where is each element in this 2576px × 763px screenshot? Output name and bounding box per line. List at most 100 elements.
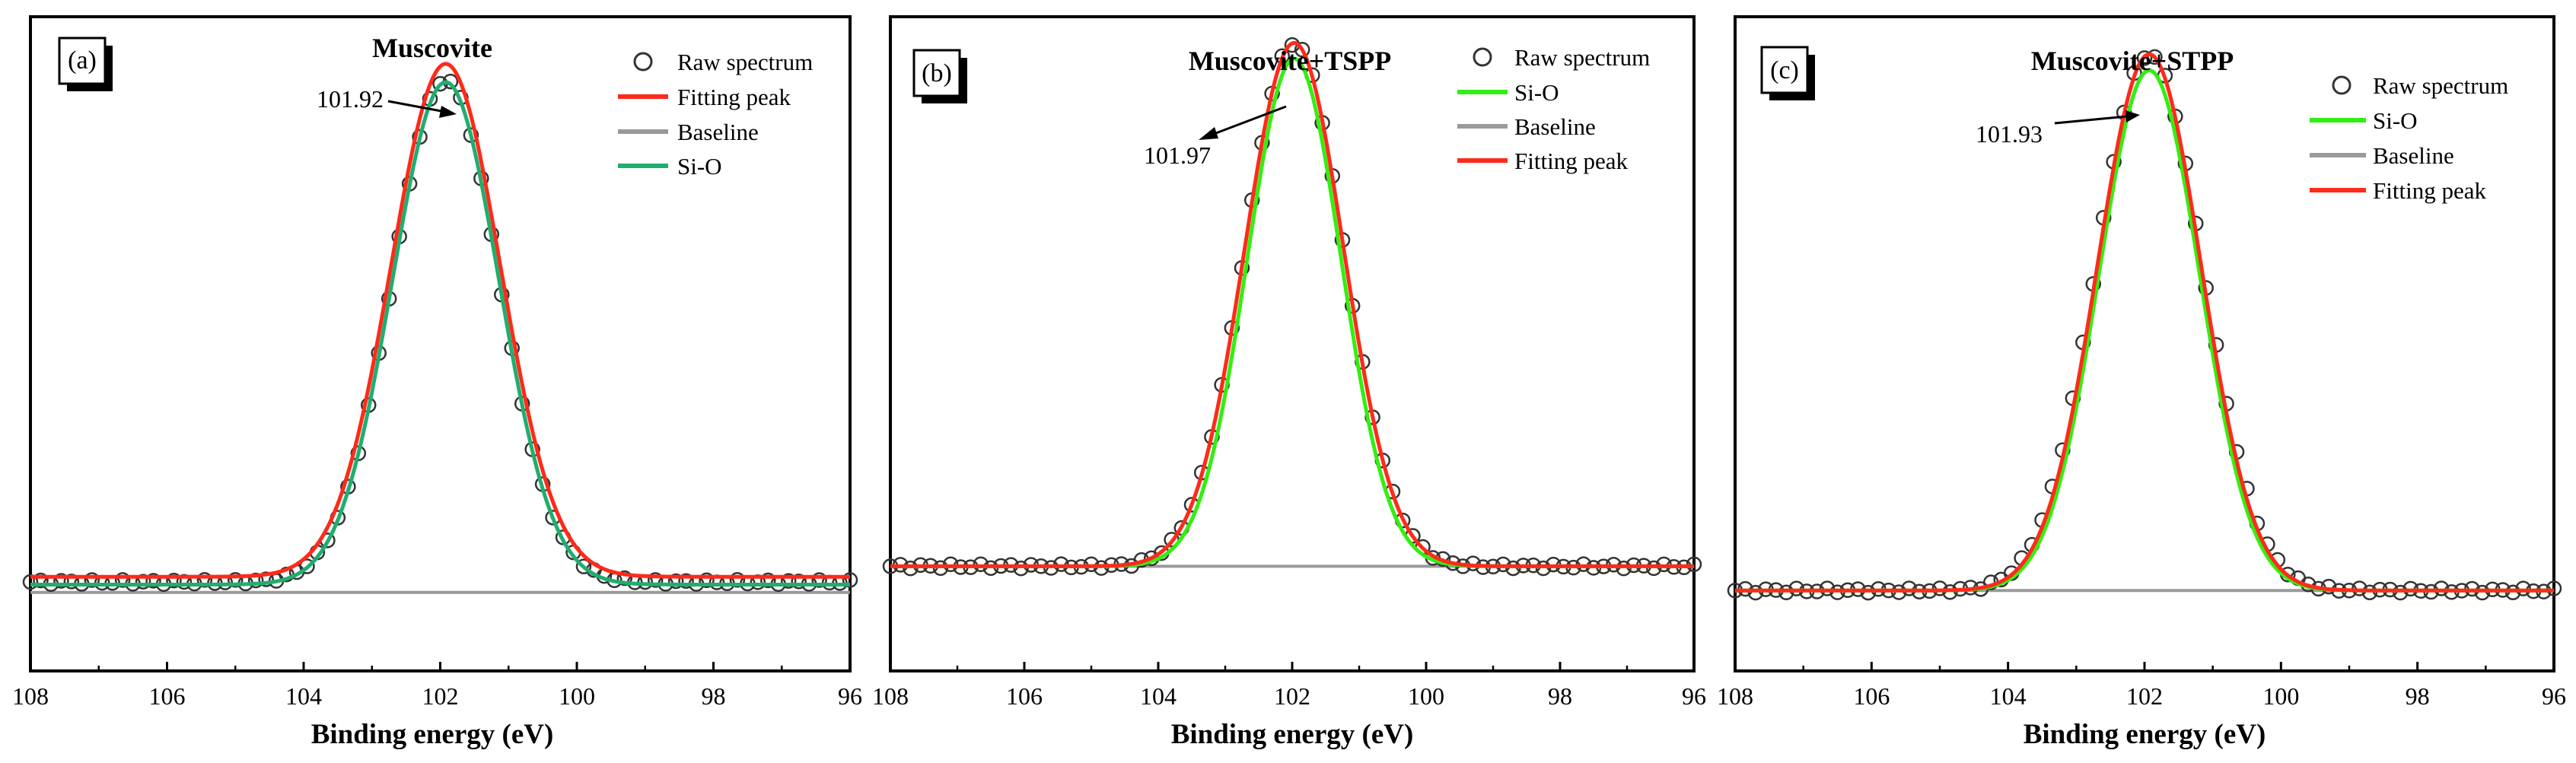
panel-a-raw-point bbox=[780, 573, 797, 589]
panel-b-raw-point bbox=[1294, 41, 1310, 58]
panel-a-raw-point bbox=[228, 572, 244, 588]
panel-a-raw-point bbox=[760, 572, 776, 589]
panel-c-raw-point bbox=[1860, 584, 1877, 601]
panel-a-legend-raw: Raw spectrum bbox=[677, 49, 813, 75]
panel-a-x-tick-label: 104 bbox=[285, 682, 322, 710]
panel-c-x-tick-label: 104 bbox=[1990, 682, 2027, 710]
panel-b-title: Muscovite+TSPP bbox=[1189, 46, 1391, 76]
panel-a: (a) Muscovite 101.92 Raw spectrum Fittin… bbox=[12, 15, 862, 750]
panel-c-title: Muscovite+STPP bbox=[2031, 46, 2234, 76]
panel-b-plot bbox=[882, 37, 1702, 577]
panel-c-legend-baseline: Baseline bbox=[2373, 142, 2454, 169]
panel-c-legend-raw: Raw spectrum bbox=[2373, 72, 2508, 99]
panel-a-series-fitting-peak bbox=[30, 62, 850, 579]
panel-b: (b) Muscovite+TSPP 101.97 Raw spectrum S… bbox=[872, 15, 1706, 750]
panel-c-raw-point bbox=[1901, 580, 1917, 596]
panel-c: (c) Muscovite+STPP 101.93 Raw spectrum S… bbox=[1717, 15, 2566, 750]
panel-a-series-si-o bbox=[30, 80, 850, 587]
panel-a-raw-point bbox=[53, 573, 69, 589]
panel-a-legend-raw-marker bbox=[633, 52, 653, 72]
panel-b-peak-label: 101.97 bbox=[1144, 141, 1211, 169]
panel-b-series-fitting-peak bbox=[890, 41, 1694, 568]
panel-b-raw-point bbox=[942, 556, 959, 573]
panel-c-raw-point bbox=[2361, 584, 2378, 601]
panel-b-raw-point bbox=[1013, 560, 1029, 577]
panel-c-raw-point bbox=[2136, 50, 2153, 66]
panel-c-x-tick-label: 102 bbox=[2126, 682, 2163, 710]
panel-b-legend-raw: Raw spectrum bbox=[1514, 44, 1650, 71]
panel-a-label-box bbox=[58, 37, 107, 85]
panel-a-raw-point bbox=[258, 571, 274, 587]
panel-a-x-tick-label: 108 bbox=[12, 682, 49, 710]
panel-a-raw-point bbox=[616, 570, 633, 587]
panel-a-x-tick-label: 102 bbox=[422, 682, 459, 710]
panel-a-raw-point bbox=[135, 574, 151, 590]
panel-c-x-tick-label: 108 bbox=[1717, 682, 1753, 710]
panel-a-legend: Raw spectrum Fitting peak Baseline Si-O bbox=[618, 49, 813, 180]
panel-c-raw-point bbox=[2546, 580, 2562, 596]
panel-a-peak-arrow bbox=[387, 100, 446, 113]
panel-b-legend: Raw spectrum Si-O Baseline Fitting peak bbox=[1457, 44, 1650, 174]
panel-c-x-ticks: 108 106 104 102 100 98 96 bbox=[1717, 662, 2566, 710]
panel-a-raw-point bbox=[647, 572, 664, 588]
panel-b-label: (b) bbox=[922, 59, 952, 87]
panel-c-raw-point bbox=[2433, 580, 2450, 596]
panel-b-x-axis-label: Binding energy (eV) bbox=[1171, 719, 1414, 750]
panel-a-raw-point bbox=[729, 572, 746, 588]
panel-a-raw-point bbox=[63, 574, 80, 590]
panel-b-raw-point bbox=[1616, 560, 1632, 577]
panel-c-raw-point bbox=[2147, 49, 2163, 65]
panel-c-raw-point bbox=[2515, 580, 2531, 596]
panel-a-x-tick-label: 96 bbox=[838, 682, 862, 710]
panel-a-raw-point bbox=[791, 574, 807, 590]
panel-b-x-tick-label: 108 bbox=[872, 682, 909, 710]
panel-c-legend-fitting: Fitting peak bbox=[2373, 177, 2486, 204]
panel-a-x-tick-label: 98 bbox=[702, 682, 726, 710]
panel-a-raw-point bbox=[84, 572, 100, 588]
panel-a-raw-point bbox=[842, 572, 858, 588]
panel-c-x-axis-label: Binding energy (eV) bbox=[2024, 719, 2266, 750]
panel-c-x-tick-label: 106 bbox=[1853, 682, 1890, 710]
panel-a-peak-arrowhead bbox=[439, 106, 457, 118]
panel-b-raw-point bbox=[1656, 556, 1672, 573]
panel-a-x-tick-label: 106 bbox=[149, 682, 186, 710]
panel-c-legend-sio: Si-O bbox=[2373, 107, 2418, 134]
panel-b-raw-point bbox=[1535, 560, 1552, 577]
panel-a-x-tick-label: 100 bbox=[559, 682, 595, 710]
panel-b-peak-arrowhead bbox=[1199, 127, 1218, 140]
panel-a-legend-fitting: Fitting peak bbox=[677, 84, 791, 110]
panel-b-legend-raw-marker bbox=[1473, 47, 1492, 67]
panel-a-raw-point bbox=[166, 572, 182, 589]
panel-c-peak-arrowhead bbox=[2125, 110, 2140, 122]
panel-b-x-tick-label: 104 bbox=[1140, 682, 1177, 710]
panel-b-label-box bbox=[912, 49, 961, 97]
panel-a-raw-point bbox=[811, 572, 827, 588]
panel-c-raw-point bbox=[2504, 584, 2521, 601]
panel-b-legend-baseline: Baseline bbox=[1514, 113, 1596, 140]
panel-c-label-box bbox=[1760, 46, 1809, 94]
panel-c-raw-point bbox=[1788, 580, 1804, 596]
panel-a-x-axis-label: Binding energy (eV) bbox=[311, 719, 554, 750]
panel-b-x-ticks: 108 106 104 102 100 98 96 bbox=[872, 662, 1706, 710]
panel-a-raw-point bbox=[575, 558, 592, 574]
panel-b-x-tick-label: 102 bbox=[1274, 682, 1310, 710]
panel-c-peak-label: 101.93 bbox=[1976, 120, 2043, 148]
panel-c-x-tick-label: 98 bbox=[2406, 682, 2430, 710]
panel-a-raw-point bbox=[699, 572, 715, 588]
panel-a-x-ticks: 108 106 104 102 100 98 96 bbox=[12, 662, 862, 710]
panel-a-raw-point bbox=[33, 572, 49, 589]
panel-b-x-tick-label: 100 bbox=[1408, 682, 1444, 710]
panel-a-raw-point bbox=[299, 558, 315, 574]
panel-a-raw-point bbox=[114, 572, 131, 588]
panel-b-raw-point bbox=[1575, 556, 1592, 572]
panel-c-legend-raw-marker bbox=[2332, 75, 2352, 95]
panel-b-legend-sio: Si-O bbox=[1514, 79, 1559, 106]
panel-b-raw-point bbox=[1053, 556, 1069, 572]
panel-a-plot bbox=[22, 62, 858, 594]
panel-a-raw-point bbox=[667, 573, 684, 590]
panel-a-peak-label: 101.92 bbox=[317, 85, 384, 113]
panel-c-raw-point bbox=[2393, 584, 2409, 601]
panel-a-label: (a) bbox=[68, 46, 97, 75]
panel-c-legend: Raw spectrum Si-O Baseline Fitting peak bbox=[2310, 72, 2508, 204]
